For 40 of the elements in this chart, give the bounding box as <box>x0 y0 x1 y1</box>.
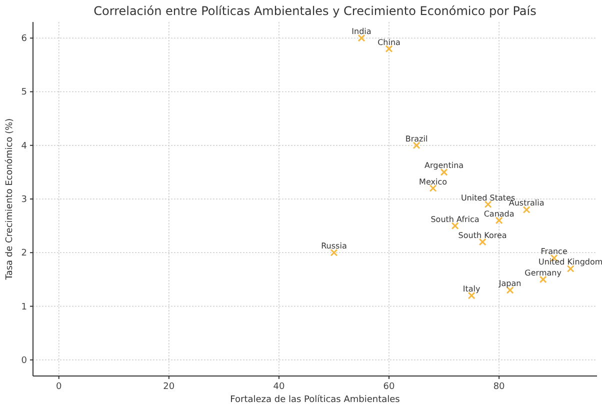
point <box>429 184 437 192</box>
chart-title: Correlación entre Políticas Ambientales y Crecimiento Económico por País <box>94 4 536 18</box>
x-axis-title: Fortaleza de las Políticas Ambientales <box>230 394 400 405</box>
annotation: Brazil <box>405 134 428 144</box>
annotation: South Africa <box>430 214 480 224</box>
annotation: India <box>352 27 372 36</box>
annotation: France <box>540 247 568 256</box>
annotation: South Korea <box>458 230 507 240</box>
annotation: United Kingdom <box>538 258 602 267</box>
x-tick-label: 60 <box>383 382 396 392</box>
point <box>478 238 486 246</box>
point <box>484 200 492 208</box>
y-tick-label: 3 <box>21 195 27 205</box>
point <box>385 45 393 53</box>
annotation: Russia <box>321 242 347 251</box>
x-tick-label: 20 <box>163 382 175 392</box>
annotation: Mexico <box>419 177 448 186</box>
y-tick-label: 2 <box>21 248 27 259</box>
point <box>358 34 366 42</box>
point <box>330 248 338 256</box>
annotation: China <box>378 38 401 47</box>
y-tick-label: 0 <box>21 356 28 366</box>
annotation: Japan <box>498 279 522 288</box>
point <box>412 142 420 150</box>
annotation: Italy <box>462 284 480 294</box>
x-tick-label: 0 <box>56 382 62 392</box>
annotation: Canada <box>484 209 514 218</box>
point <box>451 222 459 230</box>
y-tick-label: 1 <box>21 302 27 312</box>
x-tick-label: 80 <box>493 382 506 392</box>
y-tick-label: 5 <box>21 88 27 98</box>
annotation: Argentina <box>424 161 464 170</box>
point <box>495 216 503 224</box>
annotation: Australia <box>508 198 544 208</box>
x-tick-label: 40 <box>273 382 285 392</box>
point <box>522 206 530 214</box>
y-axis-title: Tasa de Crecimiento Económico (%) <box>4 118 15 281</box>
y-tick-label: 6 <box>21 34 28 44</box>
annotation: Germany <box>524 268 562 278</box>
y-tick-label: 4 <box>21 141 28 152</box>
